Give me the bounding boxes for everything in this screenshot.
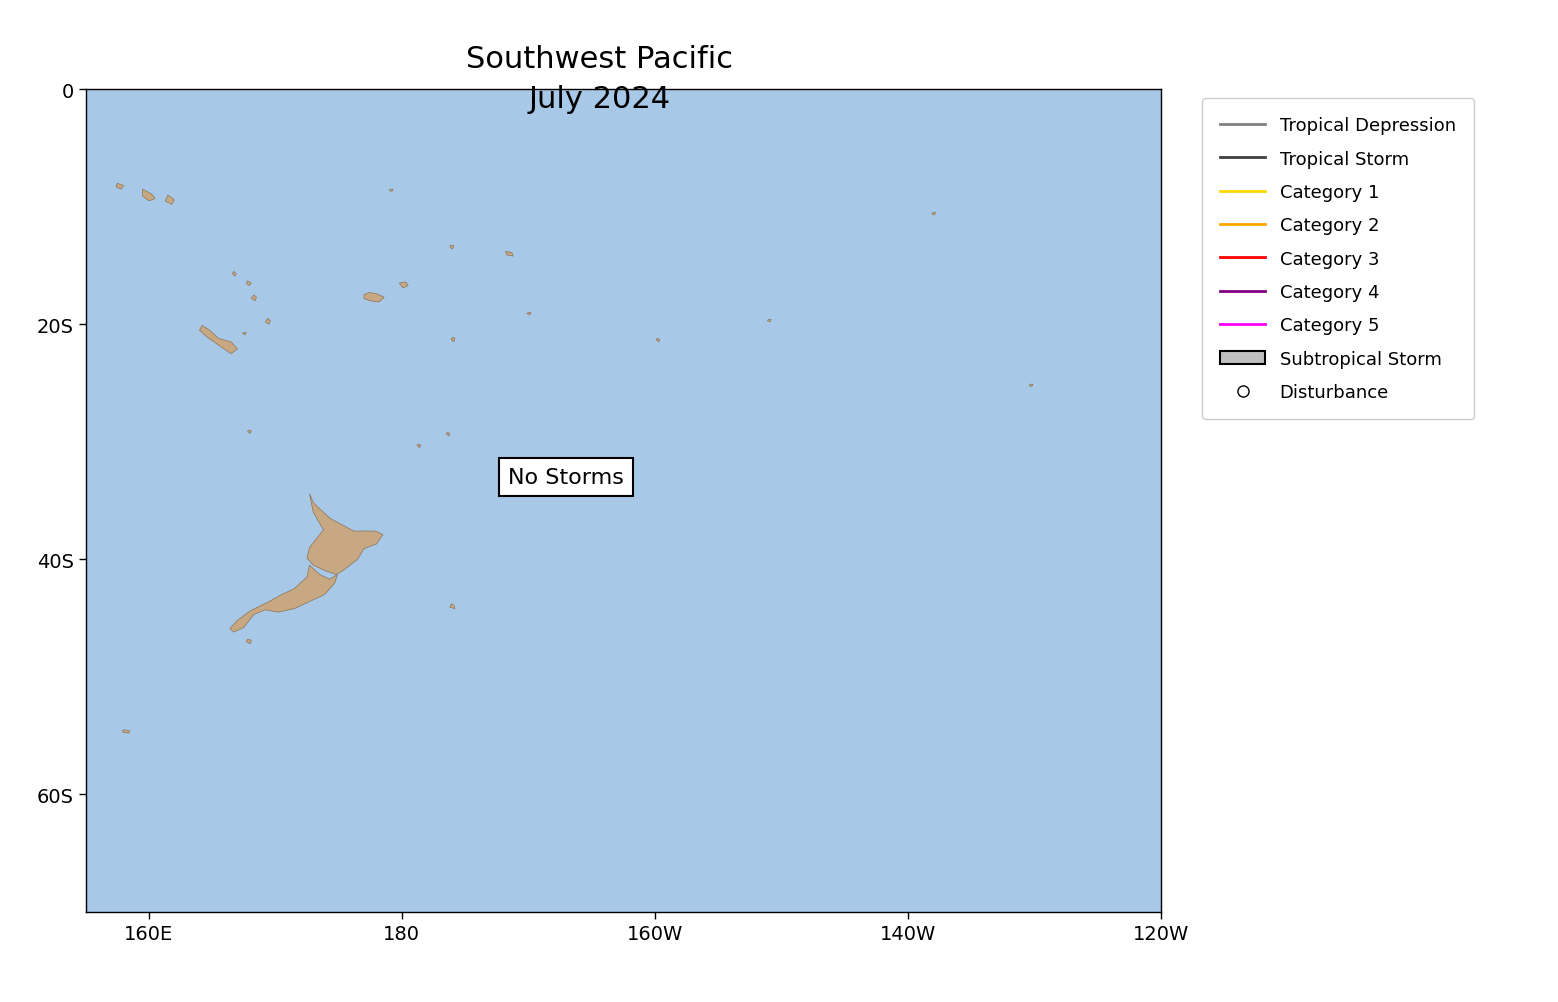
Polygon shape [768, 321, 771, 323]
Polygon shape [232, 273, 237, 277]
Polygon shape [527, 314, 531, 316]
Polygon shape [243, 333, 246, 336]
Polygon shape [365, 294, 385, 303]
Polygon shape [390, 190, 393, 192]
Polygon shape [506, 253, 513, 257]
Polygon shape [450, 246, 453, 249]
Polygon shape [932, 213, 936, 215]
Text: Southwest Pacific: Southwest Pacific [466, 45, 734, 74]
Polygon shape [452, 338, 455, 343]
Polygon shape [251, 296, 257, 302]
Polygon shape [143, 190, 156, 201]
Text: No Storms: No Storms [508, 468, 625, 488]
Polygon shape [248, 431, 251, 434]
Polygon shape [123, 729, 129, 733]
Polygon shape [199, 326, 237, 355]
Polygon shape [246, 282, 251, 287]
Polygon shape [231, 565, 338, 632]
Polygon shape [450, 604, 455, 609]
Polygon shape [399, 283, 408, 289]
Polygon shape [115, 184, 123, 190]
Polygon shape [418, 445, 421, 448]
Polygon shape [165, 195, 174, 205]
Polygon shape [1030, 385, 1033, 387]
Polygon shape [656, 339, 661, 343]
Polygon shape [307, 494, 383, 575]
Polygon shape [246, 639, 251, 644]
Text: July 2024: July 2024 [528, 85, 671, 114]
Polygon shape [265, 319, 271, 325]
Polygon shape [446, 433, 450, 437]
Legend: Tropical Depression, Tropical Storm, Category 1, Category 2, Category 3, Categor: Tropical Depression, Tropical Storm, Cat… [1201, 99, 1474, 420]
